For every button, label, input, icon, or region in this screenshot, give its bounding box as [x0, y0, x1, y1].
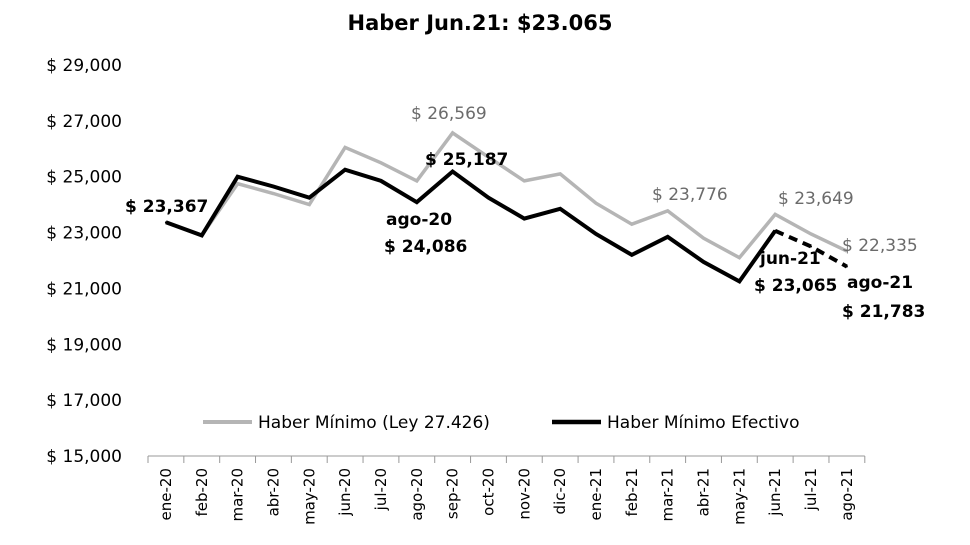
- data-point: [451, 170, 454, 173]
- data-point: [845, 265, 848, 268]
- x-tick-label: ene-21: [587, 468, 605, 520]
- data-point: [774, 229, 777, 232]
- x-tick-label: may-20: [300, 468, 318, 525]
- x-tick-label: ago-21: [838, 468, 856, 521]
- data-point: [200, 234, 203, 237]
- y-tick-label: $ 17,000: [46, 391, 122, 411]
- x-tick-label: mar-21: [659, 468, 677, 522]
- y-tick-label: $ 21,000: [46, 279, 122, 299]
- x-tick-label: may-21: [730, 468, 748, 525]
- data-point: [738, 280, 741, 283]
- series-line-haber-minimo: [165, 130, 848, 260]
- data-point: [559, 207, 562, 210]
- x-tick-label: mar-20: [229, 468, 247, 522]
- data-point: [666, 235, 669, 238]
- data-point: [845, 250, 848, 253]
- data-point: [630, 223, 633, 226]
- x-tick-label: jul-20: [372, 468, 390, 511]
- x-tick-label: sep-20: [444, 468, 462, 519]
- data-point: [595, 202, 597, 205]
- data-label: $ 26,569: [411, 104, 487, 124]
- data-point: [738, 256, 741, 259]
- data-point: [344, 146, 347, 149]
- data-label: $ 23,367: [125, 197, 208, 217]
- series-line-projection: [774, 228, 848, 269]
- y-tick-label: $ 19,000: [46, 335, 122, 355]
- data-point: [415, 179, 418, 182]
- x-tick-label: feb-20: [193, 468, 211, 517]
- data-point: [164, 221, 167, 224]
- data-point: [379, 161, 382, 164]
- legend-label: Haber Mínimo Efectivo: [607, 413, 799, 433]
- x-tick-label: dic-20: [551, 468, 569, 514]
- data-point: [595, 232, 597, 235]
- data-label: $ 25,187: [425, 150, 508, 170]
- x-tick-label: jun-21: [766, 468, 784, 517]
- x-tick-label: nov-20: [515, 468, 533, 520]
- data-point: [272, 185, 275, 188]
- data-label: $ 23,649: [778, 189, 854, 209]
- y-tick-label: $ 23,000: [46, 224, 122, 244]
- data-point: [810, 245, 813, 248]
- y-tick-label: $ 27,000: [46, 112, 122, 132]
- y-tick-label: $ 29,000: [46, 56, 122, 76]
- data-point: [630, 253, 633, 256]
- series-layer: [164, 130, 848, 285]
- data-label: $ 23,776: [652, 185, 728, 205]
- data-point: [272, 192, 275, 195]
- legend-label: Haber Mínimo (Ley 27.426): [258, 413, 490, 433]
- chart-title: Haber Jun.21: $23.065: [348, 11, 613, 35]
- y-tick-label: $ 25,000: [46, 168, 122, 188]
- x-tick-label: jul-21: [802, 468, 820, 511]
- x-tick-label: feb-21: [623, 468, 641, 517]
- data-label: ago-21: [847, 273, 913, 293]
- series-line-haber-efectivo: [165, 167, 777, 285]
- data-label: $ 24,086: [384, 237, 467, 257]
- data-point: [810, 232, 813, 235]
- data-point: [451, 131, 454, 134]
- data-point: [666, 209, 669, 212]
- data-point: [559, 172, 562, 175]
- data-label: $ 23,065: [754, 276, 837, 296]
- data-label: $ 22,335: [842, 236, 918, 256]
- y-tick-label: $ 15,000: [46, 447, 122, 467]
- x-tick-label: abr-21: [695, 468, 713, 516]
- data-point: [774, 213, 777, 216]
- annotations: $ 23,367 $ 26,569 $ 25,187 ago-20 $ 24,086 $ …: [125, 104, 925, 322]
- x-tick-label: oct-20: [479, 468, 497, 516]
- x-tick-label: ago-20: [408, 468, 426, 521]
- data-label: ago-20: [386, 210, 452, 230]
- data-point: [702, 237, 705, 240]
- data-point: [236, 182, 239, 185]
- data-point: [379, 179, 382, 182]
- data-point: [308, 203, 311, 206]
- data-point: [308, 196, 311, 199]
- data-label: $ 21,783: [842, 302, 925, 322]
- data-point: [487, 156, 490, 159]
- data-point: [415, 201, 418, 204]
- data-point: [523, 217, 526, 220]
- data-point: [236, 175, 239, 178]
- data-point: [487, 196, 490, 199]
- data-point: [523, 179, 526, 182]
- x-tick-label: abr-20: [264, 468, 282, 516]
- data-point: [702, 260, 705, 263]
- x-tick-label: jun-20: [336, 468, 354, 517]
- x-tick-label: ene-20: [157, 468, 175, 520]
- data-label: jun-21: [759, 249, 821, 269]
- axes: $ 15,000 $ 17,000 $ 19,000 $ 21,000 $ 23,000…: [46, 56, 866, 525]
- data-point: [344, 168, 347, 171]
- legend: Haber Mínimo (Ley 27.426) Haber Mínimo Ef…: [203, 413, 799, 433]
